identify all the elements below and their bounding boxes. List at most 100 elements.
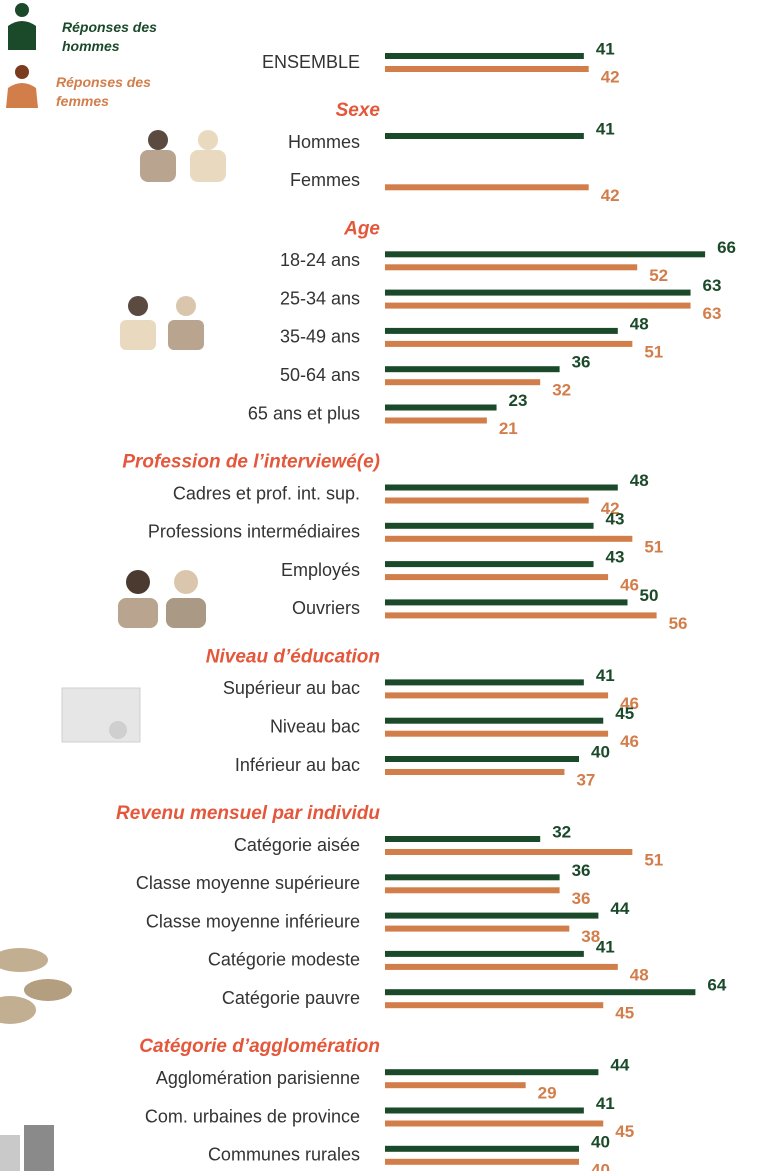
category-label: Hommes [288,132,360,152]
value-label: 64 [707,976,726,995]
value-label: 48 [630,314,649,333]
category-label: Niveau bac [270,716,360,736]
category-label: 35-49 ans [280,327,360,347]
value-label: 46 [620,576,639,595]
section-title: Sexe [336,100,381,121]
value-label: 29 [538,1084,557,1103]
value-label: 56 [669,614,688,633]
bar [385,950,584,957]
bar [385,133,584,139]
category-label: Catégorie modeste [208,950,360,970]
bar [385,53,584,59]
category-label: Classe moyenne inférieure [146,911,360,931]
category-label: 18-24 ans [280,250,360,270]
bar [385,1107,584,1114]
section-title: Catégorie d’agglomération [139,1036,380,1057]
bar [385,887,560,894]
bar [385,679,584,686]
bar [385,836,541,842]
section-title: Age [343,218,380,239]
legend-icon-women [6,65,38,108]
bar [385,1069,599,1076]
value-label: 40 [591,742,610,761]
value-label: 51 [644,342,663,361]
bar [385,769,565,775]
category-label: Communes rurales [208,1145,360,1165]
bar [385,692,609,699]
bar [385,874,560,881]
value-label: 48 [630,965,649,984]
value-label: 45 [615,1122,634,1141]
value-label: 44 [610,899,629,918]
value-label: 50 [640,586,659,605]
section-title: Niveau d’éducation [206,646,380,667]
bar [385,340,633,347]
bar [385,574,609,581]
value-label: 40 [591,1160,610,1171]
value-label: 38 [581,927,600,946]
bar [385,1158,579,1165]
legend-line: Réponses des [56,74,151,90]
category-label: Catégorie aisée [234,835,360,855]
bar [385,302,691,309]
legend-line: hommes [62,38,120,54]
bar [385,612,657,619]
category-label: Classe moyenne supérieure [136,873,360,893]
value-label: 46 [620,732,639,751]
value-label: 41 [596,937,615,956]
value-label: 44 [610,1056,629,1075]
value-label: 42 [601,67,620,86]
value-label: 51 [644,537,663,556]
value-label: 23 [509,391,528,410]
value-label: 48 [630,471,649,490]
bar [385,484,618,491]
bar [385,379,541,386]
bar [385,535,633,542]
category-label: Cadres et prof. int. sup. [173,483,360,503]
bar [385,912,599,919]
value-label: 43 [606,548,625,567]
bar [385,184,589,191]
value-label: 45 [615,1004,634,1023]
value-label: 41 [596,119,615,138]
value-label: 36 [572,889,591,908]
value-label: 41 [596,666,615,685]
bar [385,599,628,606]
bar [385,756,579,762]
bar [385,717,604,724]
bar [385,522,594,529]
value-label: 40 [591,1132,610,1151]
bar [385,1120,604,1127]
value-label: 41 [596,39,615,58]
legend-line: Réponses des [62,19,157,35]
value-label: 36 [572,861,591,880]
category-label: ENSEMBLE [262,52,360,72]
value-label: 51 [644,850,663,869]
value-label: 66 [717,238,736,257]
bar [385,730,609,737]
category-label: 65 ans et plus [248,403,360,423]
category-label: 50-64 ans [280,365,360,385]
section-title: Profession de l’interviewé(e) [122,452,380,473]
value-label: 32 [552,822,571,841]
bar [385,264,638,271]
legend-label: Réponses des femmes [56,74,151,109]
value-label: 63 [703,276,722,295]
bar [385,417,487,424]
bar [385,1145,579,1152]
category-label: Ouvriers [292,598,360,618]
bar [385,366,560,373]
category-label: Inférieur au bac [235,755,360,775]
bar [385,251,706,258]
bar [385,1002,604,1009]
bar [385,925,570,932]
section-title: Revenu mensuel par individu [116,803,380,824]
category-label: Agglomération parisienne [156,1068,360,1088]
value-label: 32 [552,381,571,400]
value-label: 41 [596,1094,615,1113]
bar [385,404,497,411]
value-label: 63 [703,304,722,323]
bar [385,289,691,296]
legend-line: femmes [56,93,109,109]
